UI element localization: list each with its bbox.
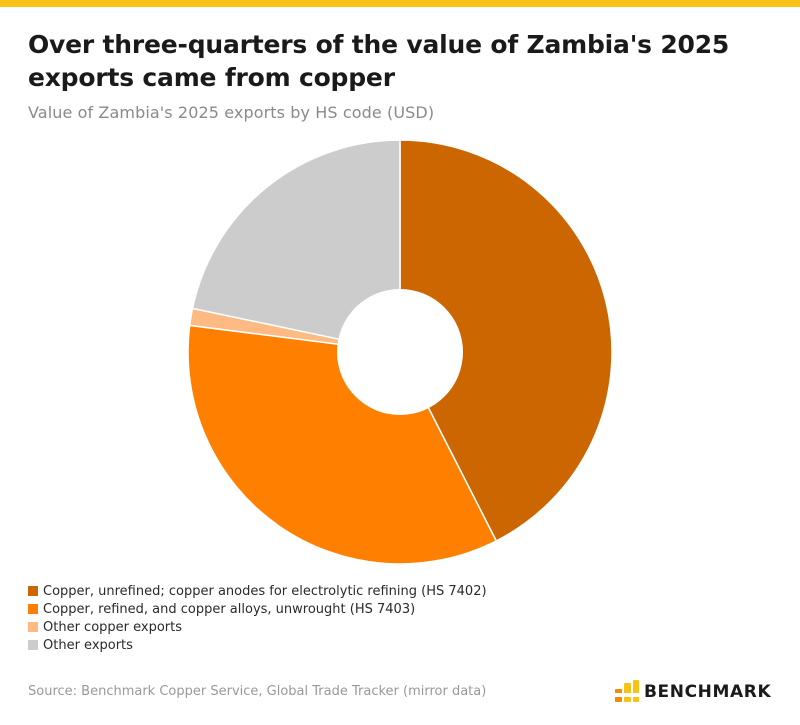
donut-chart	[187, 139, 613, 565]
legend-item: Copper, unrefined; copper anodes for ele…	[28, 582, 487, 600]
legend-swatch	[28, 586, 38, 596]
donut-hole	[337, 289, 463, 415]
legend-label: Copper, unrefined; copper anodes for ele…	[43, 583, 487, 599]
legend-item: Other exports	[28, 636, 487, 654]
chart-title: Over three-quarters of the value of Zamb…	[28, 30, 730, 92]
pie-slice-2	[187, 324, 497, 565]
legend-swatch	[28, 640, 38, 650]
chart-legend: Copper, unrefined; copper anodes for ele…	[28, 582, 487, 654]
benchmark-logo-icon	[615, 680, 639, 702]
legend-label: Copper, refined, and copper alloys, unwr…	[43, 601, 416, 617]
benchmark-brand: BENCHMARK	[614, 680, 771, 704]
source-note: Source: Benchmark Copper Service, Global…	[28, 684, 487, 699]
legend-swatch	[28, 604, 38, 614]
pie-slice-4	[191, 139, 401, 353]
chart-subtitle: Value of Zambia's 2025 exports by HS cod…	[28, 103, 435, 122]
brand-name: BENCHMARK	[644, 682, 772, 702]
pie-slice-1	[399, 139, 613, 542]
legend-item: Copper, refined, and copper alloys, unwr…	[28, 600, 487, 618]
legend-label: Other exports	[43, 637, 133, 653]
legend-swatch	[28, 622, 38, 632]
top-accent-bar	[0, 0, 800, 7]
legend-label: Other copper exports	[43, 619, 183, 635]
legend-item: Other copper exports	[28, 618, 487, 636]
